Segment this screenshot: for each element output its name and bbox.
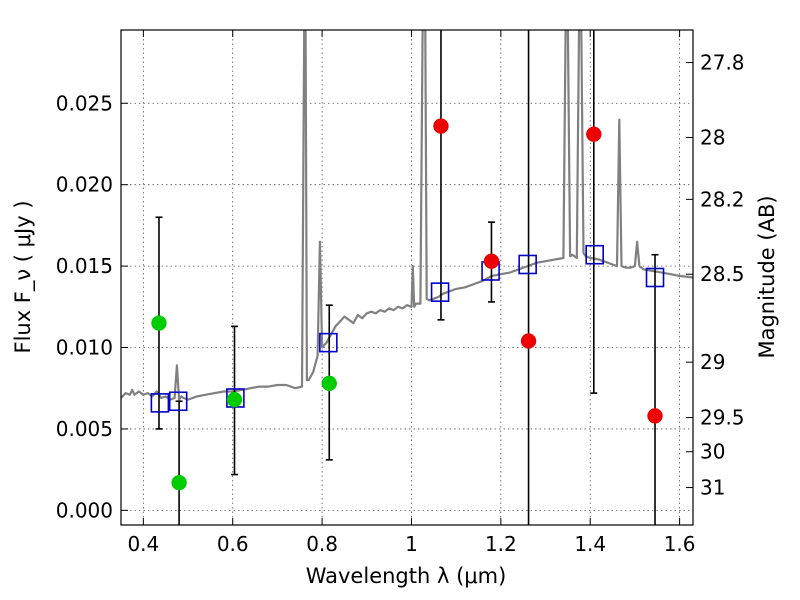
y-axis-right-title: Magnitude (AB) [755, 195, 779, 358]
model-band-square [430, 282, 450, 302]
tick-labels: 0.4 0.6 0.8 1 1.2 1.4 1.6 0.000 0.005 0.010 0.015 0… [56, 51, 745, 556]
model-band-square [518, 254, 537, 275]
upper_limits-point [647, 408, 663, 424]
detections-point [151, 315, 167, 331]
upper_limits-point [520, 333, 537, 349]
right-tick-label: 30 [700, 440, 725, 464]
model-band-square [585, 244, 604, 265]
right-tick-label: 31 [700, 476, 725, 500]
grid [121, 30, 693, 525]
right-tick-label: 29.5 [700, 406, 745, 430]
y-tick-label: 0.020 [56, 173, 113, 197]
x-tick-label: 1.2 [485, 532, 517, 556]
y-tick-label: 0.005 [56, 417, 113, 441]
right-tick-label: 28.2 [700, 187, 745, 211]
error-bars [155, 30, 659, 525]
y-tick-label: 0.010 [56, 336, 113, 360]
data-markers [150, 118, 665, 491]
model-band-square [319, 332, 338, 353]
y-tick-label: 0.025 [56, 91, 113, 115]
detections-point [321, 375, 337, 392]
detections-point [171, 474, 187, 491]
x-tick-label: 1.4 [574, 532, 606, 556]
x-tick-label: 1.6 [664, 532, 696, 556]
y-axis-title: Flux F_ν ( μJy ) [11, 200, 36, 353]
right-tick-label: 28 [700, 125, 725, 149]
x-tick-label: 0.8 [306, 532, 338, 556]
y-tick-label: 0.015 [56, 254, 113, 278]
model-spectrum-layer [121, 30, 693, 401]
right-tick-label: 27.8 [700, 51, 745, 75]
ticks [121, 30, 693, 525]
x-tick-label: 0.6 [217, 532, 249, 556]
detections-point [226, 391, 243, 408]
upper_limits-point [586, 126, 602, 142]
plot-frame [120, 29, 694, 526]
model-band-square [645, 267, 665, 288]
upper_limits-point [483, 253, 500, 269]
right-tick-label: 28.5 [700, 262, 745, 286]
upper_limits-point [433, 118, 449, 134]
x-axis-title: Wavelength λ (μm) [306, 564, 507, 588]
y-tick-label: 0.000 [56, 498, 113, 522]
x-tick-label: 0.4 [127, 532, 159, 556]
right-tick-label: 29 [700, 350, 725, 374]
model-band-square [168, 391, 188, 412]
model-spectrum-line [121, 30, 693, 401]
x-tick-label: 1 [405, 532, 418, 556]
model-band-square [150, 393, 170, 413]
